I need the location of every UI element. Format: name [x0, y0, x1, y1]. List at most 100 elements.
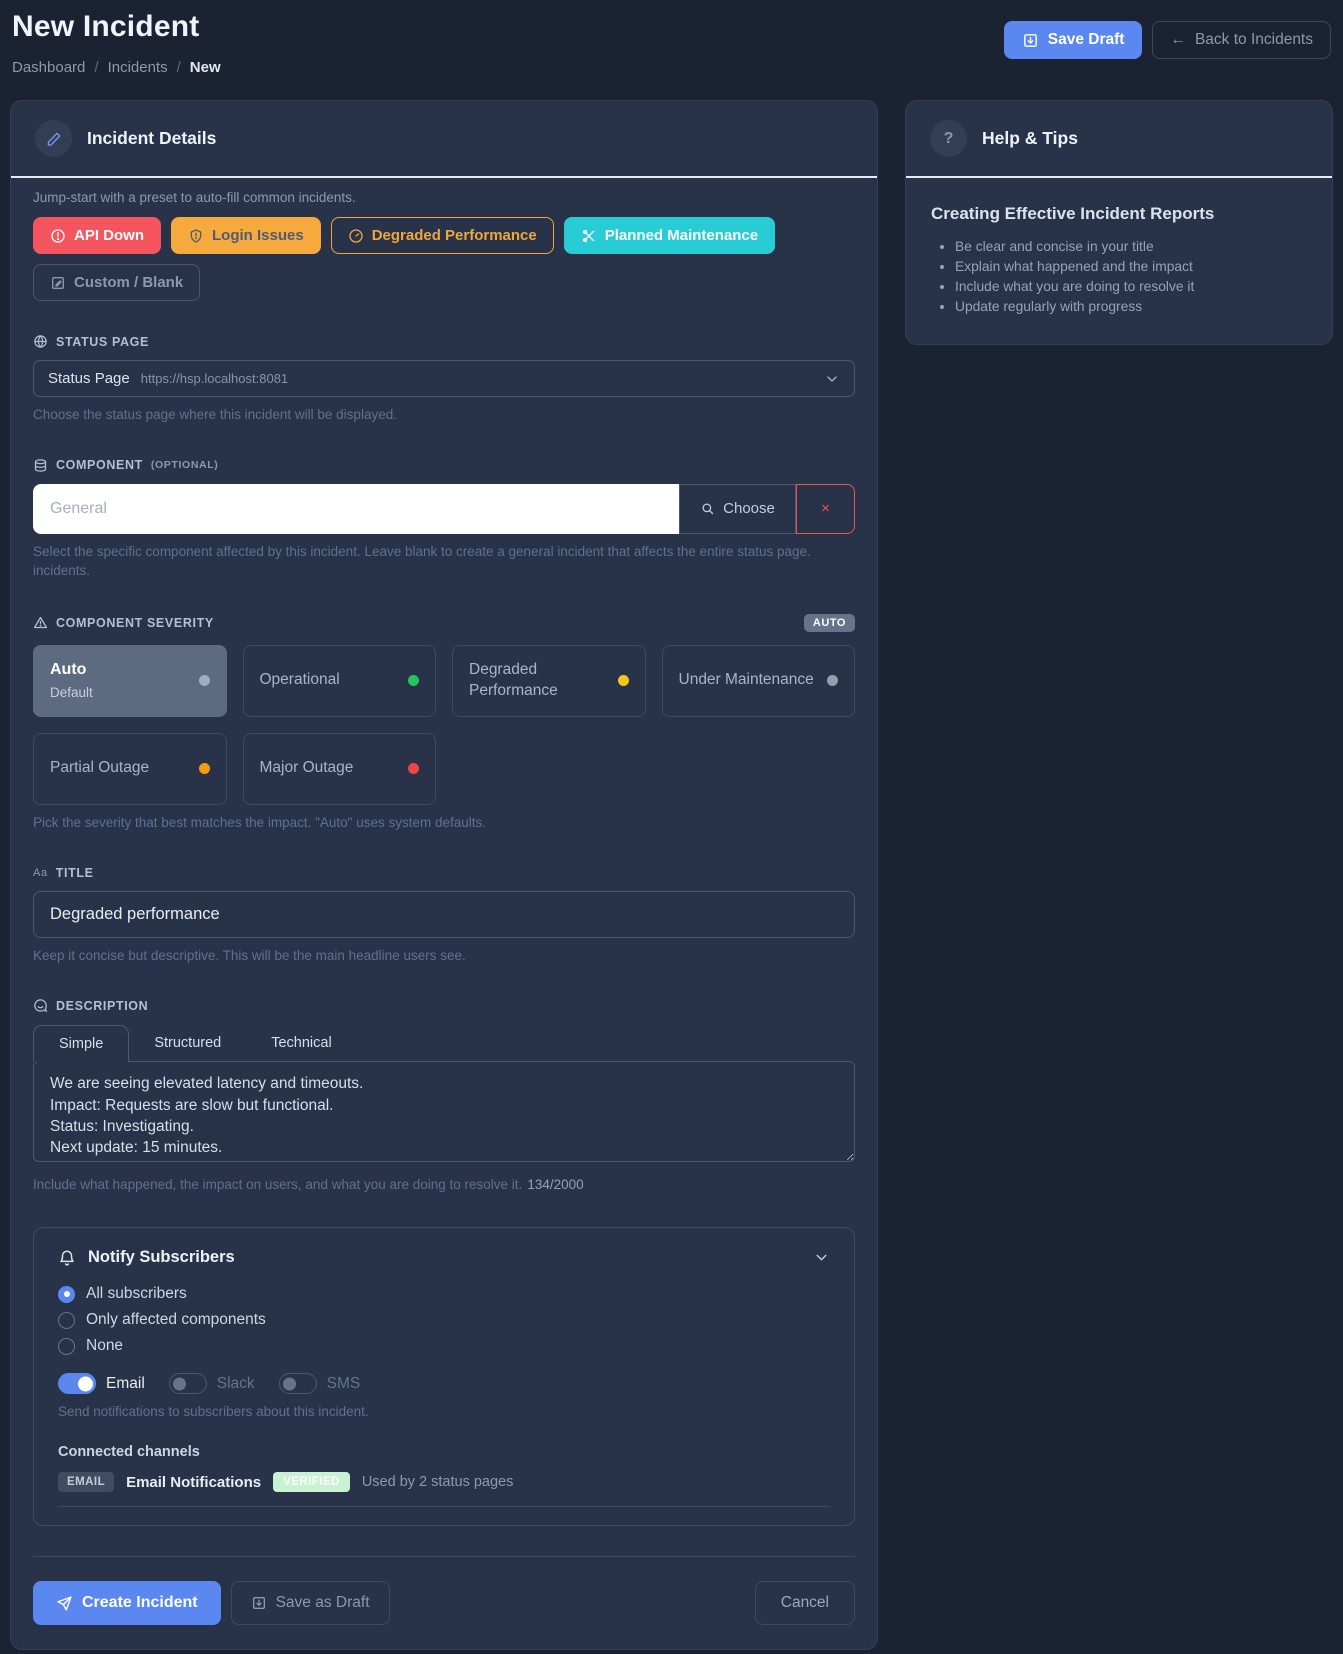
- back-to-incidents-button[interactable]: ← Back to Incidents: [1152, 21, 1331, 59]
- toggle-switch[interactable]: [278, 1373, 317, 1395]
- save-as-draft-label: Save as Draft: [275, 1594, 370, 1612]
- text-aa-icon: Aa: [33, 866, 48, 879]
- page-header: New Incident Dashboard / Incidents / New…: [10, 8, 1333, 76]
- help-tips-title: Help & Tips: [982, 128, 1078, 148]
- connected-channels-title: Connected channels: [58, 1444, 200, 1461]
- severity-dot: [198, 675, 210, 687]
- component-choose-button[interactable]: Choose: [679, 483, 796, 534]
- create-incident-label: Create Incident: [82, 1594, 198, 1612]
- component-clear-button[interactable]: ×: [796, 483, 855, 534]
- tip-item: Explain what happened and the impact: [955, 259, 1307, 274]
- preset-api-down-button[interactable]: API Down: [33, 217, 161, 254]
- notify-subscribers-title: Notify Subscribers: [88, 1248, 235, 1267]
- chevron-down-icon: [824, 371, 840, 387]
- channel-usage: Used by 2 status pages: [361, 1474, 514, 1491]
- tip-item: Be clear and concise in your title: [955, 239, 1307, 254]
- tab-technical[interactable]: Technical: [246, 1025, 356, 1061]
- incident-details-header: Incident Details: [11, 101, 877, 178]
- severity-option-auto[interactable]: Auto Default: [33, 644, 227, 717]
- notify-audience-options: All subscribers Only affected components…: [58, 1285, 830, 1355]
- help-circle-icon: ?: [930, 120, 967, 157]
- alert-circle-icon: [50, 228, 66, 244]
- channel-type-badge: EMAIL: [58, 1472, 115, 1493]
- component-help: Select the specific component affected b…: [33, 543, 811, 578]
- pencil-icon: [35, 120, 72, 157]
- radio-only-affected-components[interactable]: Only affected components: [58, 1311, 830, 1329]
- breadcrumb-dashboard[interactable]: Dashboard: [12, 59, 86, 76]
- toggle-email[interactable]: Email: [58, 1373, 145, 1395]
- description-char-counter: 134/2000: [527, 1177, 584, 1193]
- title-label: Aa TITLE: [33, 865, 94, 880]
- tab-structured[interactable]: Structured: [129, 1025, 246, 1061]
- severity-sublabel: Default: [50, 684, 93, 700]
- globe-icon: [33, 334, 48, 349]
- notify-help: Send notifications to subscribers about …: [58, 1404, 369, 1420]
- breadcrumb-current: New: [189, 59, 221, 76]
- toggle-slack[interactable]: Slack: [168, 1373, 255, 1395]
- back-to-incidents-label: Back to Incidents: [1194, 31, 1313, 48]
- preset-custom-blank-button[interactable]: Custom / Blank: [33, 264, 201, 301]
- status-page-url: https://hsp.localhost:8081: [140, 371, 289, 386]
- preset-label: API Down: [74, 227, 144, 244]
- header-actions: Save Draft ← Back to Incidents: [1003, 21, 1331, 59]
- preset-buttons: API Down Login Issues Degraded Performan…: [33, 217, 855, 301]
- breadcrumb-separator: /: [94, 59, 99, 76]
- severity-option-partial-outage[interactable]: Partial Outage: [33, 732, 227, 805]
- notify-subscribers-panel: Notify Subscribers All subscribers Only …: [33, 1227, 855, 1527]
- toggle-switch[interactable]: [168, 1373, 207, 1395]
- bell-icon: [58, 1249, 76, 1267]
- breadcrumb-incidents[interactable]: Incidents: [107, 59, 168, 76]
- preset-login-issues-button[interactable]: Login Issues: [171, 217, 321, 254]
- help-tips-header: ? Help & Tips: [906, 101, 1332, 178]
- help-heading: Creating Effective Incident Reports: [931, 204, 1215, 223]
- shield-alert-icon: [188, 228, 204, 244]
- severity-option-major-outage[interactable]: Major Outage: [242, 732, 436, 805]
- severity-help: Pick the severity that best matches the …: [33, 814, 487, 830]
- preset-planned-maintenance-button[interactable]: Planned Maintenance: [563, 217, 776, 254]
- cancel-button[interactable]: Cancel: [754, 1581, 855, 1626]
- choose-label: Choose: [723, 500, 775, 518]
- severity-section: COMPONENT SEVERITY AUTO Auto Default Ope…: [33, 613, 855, 833]
- status-page-select[interactable]: Status Page https://hsp.localhost:8081: [33, 360, 855, 397]
- severity-option-under-maintenance[interactable]: Under Maintenance: [661, 644, 855, 717]
- severity-dot: [617, 675, 629, 687]
- breadcrumb-separator: /: [176, 59, 181, 76]
- title-help: Keep it concise but descriptive. This wi…: [33, 947, 466, 963]
- gauge-icon: [348, 228, 364, 244]
- description-textarea[interactable]: We are seeing elevated latency and timeo…: [33, 1061, 855, 1163]
- description-section: DESCRIPTION Simple Structured Technical …: [33, 998, 855, 1195]
- radio-all-subscribers[interactable]: All subscribers: [58, 1285, 830, 1303]
- radio-icon: [58, 1311, 75, 1329]
- save-draft-button[interactable]: Save Draft: [1003, 21, 1143, 59]
- title-section: Aa TITLE Keep it concise but descriptive…: [33, 866, 855, 966]
- save-icon: [251, 1595, 267, 1611]
- preset-degraded-performance-button[interactable]: Degraded Performance: [330, 217, 554, 254]
- help-tips-card: ? Help & Tips Creating Effective Inciden…: [905, 100, 1333, 345]
- search-icon: [700, 501, 715, 516]
- preset-label: Custom / Blank: [74, 274, 184, 291]
- toggle-switch[interactable]: [58, 1373, 96, 1395]
- tip-item: Update regularly with progress: [955, 299, 1307, 314]
- save-as-draft-button[interactable]: Save as Draft: [230, 1581, 390, 1626]
- tools-icon: [581, 228, 597, 244]
- tab-simple[interactable]: Simple: [33, 1025, 130, 1063]
- component-input-group: Choose ×: [33, 483, 855, 534]
- component-label: COMPONENT (OPTIONAL): [33, 458, 855, 473]
- severity-dot: [198, 763, 210, 775]
- title-input[interactable]: [33, 890, 855, 938]
- notify-subscribers-header[interactable]: Notify Subscribers: [58, 1248, 830, 1267]
- description-help: Include what happened, the impact on use…: [33, 1176, 855, 1195]
- notify-channel-toggles: Email Slack SMS: [58, 1373, 830, 1395]
- description-label: DESCRIPTION: [33, 998, 855, 1013]
- page-title: New Incident: [12, 10, 200, 43]
- radio-none[interactable]: None: [58, 1337, 830, 1355]
- create-incident-button[interactable]: Create Incident: [33, 1581, 221, 1626]
- severity-option-operational[interactable]: Operational: [242, 644, 436, 717]
- status-page-selected: Status Page: [48, 370, 130, 387]
- verified-badge: VERIFIED: [273, 1472, 350, 1493]
- toggle-sms[interactable]: SMS: [278, 1373, 360, 1395]
- severity-option-degraded-performance[interactable]: Degraded Performance: [452, 644, 646, 717]
- preset-label: Degraded Performance: [371, 227, 537, 244]
- radio-icon: [58, 1337, 75, 1355]
- component-input[interactable]: [33, 483, 679, 534]
